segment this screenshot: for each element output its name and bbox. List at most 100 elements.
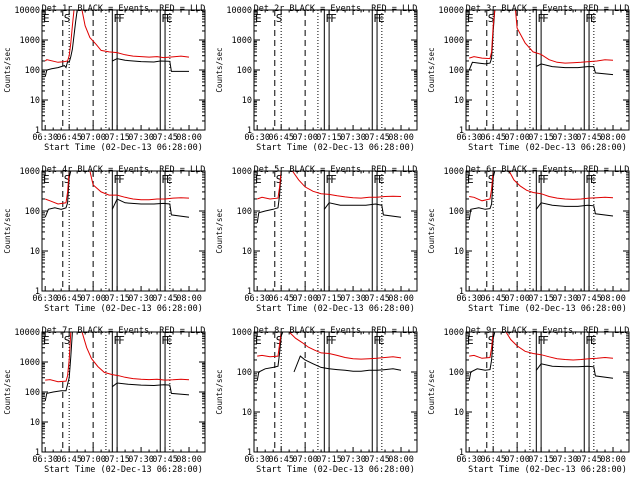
x-tick-label: 08:00 bbox=[600, 133, 626, 143]
series-line-lld bbox=[89, 171, 190, 201]
chart-title: Det 5r BLACK = Events, RED = LLD bbox=[254, 165, 418, 175]
y-tick-label: 100 bbox=[237, 66, 252, 76]
x-tick-label: 07:00 bbox=[504, 294, 530, 304]
series-line-events bbox=[468, 171, 496, 220]
x-tick-label: 07:00 bbox=[292, 294, 318, 304]
series-line-lld bbox=[291, 171, 402, 199]
x-tick-label: 08:00 bbox=[388, 455, 414, 465]
series-line-events bbox=[535, 202, 614, 217]
y-tick-label: 10000 bbox=[226, 6, 252, 16]
series-line-events bbox=[111, 382, 190, 396]
x-tick-label: 07:30 bbox=[340, 455, 366, 465]
chart-panel-6: Det 6r BLACK = Events, RED = LLDESFFFE11… bbox=[427, 165, 630, 314]
y-tick-label: 1000 bbox=[20, 167, 40, 177]
x-tick-label: 07:15 bbox=[316, 455, 342, 465]
x-tick-label: 06:30 bbox=[244, 133, 270, 143]
y-tick-label: 10 bbox=[30, 96, 40, 106]
chart-panel-2: Det 2r BLACK = Events, RED = LLDESFFFE11… bbox=[215, 4, 418, 153]
plot-frame bbox=[41, 9, 206, 131]
marker-label: F bbox=[330, 12, 337, 25]
marker-label: E bbox=[467, 12, 474, 25]
y-axis-label: Counts/sec bbox=[427, 47, 436, 92]
x-axis-label: Start Time (02-Dec-13 06:28:00) bbox=[256, 304, 415, 314]
y-tick-label: 1000 bbox=[20, 358, 40, 368]
marker-label: F bbox=[330, 173, 337, 186]
marker-label: E bbox=[255, 12, 262, 25]
x-tick-label: 07:45 bbox=[576, 455, 602, 465]
marker-label: F bbox=[118, 173, 125, 186]
plot-frame bbox=[253, 331, 418, 453]
y-tick-label: 10000 bbox=[438, 6, 464, 16]
x-tick-label: 07:45 bbox=[576, 294, 602, 304]
y-tick-label: 1000 bbox=[444, 167, 464, 177]
y-tick-label: 10 bbox=[454, 247, 464, 257]
x-axis-label: Start Time (02-Dec-13 06:28:00) bbox=[44, 465, 203, 475]
y-tick-label: 1 bbox=[459, 287, 464, 297]
chart-title: Det 6r BLACK = Events, RED = LLD bbox=[466, 165, 630, 175]
series-line-events bbox=[535, 363, 614, 379]
x-tick-label: 07:15 bbox=[316, 133, 342, 143]
y-tick-label: 1000 bbox=[232, 167, 252, 177]
series-line-lld bbox=[288, 332, 402, 360]
x-tick-label: 07:30 bbox=[340, 294, 366, 304]
series-line-events bbox=[256, 171, 282, 224]
y-axis-label: Counts/sec bbox=[215, 47, 224, 92]
y-axis-label: Counts/sec bbox=[215, 369, 224, 414]
plot-frame bbox=[465, 331, 630, 453]
y-tick-label: 100 bbox=[237, 368, 252, 378]
chart-title: Det 8r BLACK = Events, RED = LLD bbox=[254, 326, 418, 336]
series-line-lld bbox=[515, 10, 614, 64]
series-line-events bbox=[256, 332, 284, 381]
x-tick-label: 06:45 bbox=[56, 455, 82, 465]
x-tick-label: 06:45 bbox=[56, 294, 82, 304]
x-tick-label: 06:45 bbox=[56, 133, 82, 143]
x-tick-label: 07:00 bbox=[292, 133, 318, 143]
marker-label: F bbox=[542, 334, 549, 347]
x-tick-label: 08:00 bbox=[600, 455, 626, 465]
marker-label: E bbox=[43, 334, 50, 347]
plot-frame bbox=[253, 170, 418, 292]
x-tick-label: 06:30 bbox=[32, 455, 58, 465]
chart-panel-1: Det 1r BLACK = Events, RED = LLDESFFFE11… bbox=[3, 4, 206, 153]
y-tick-label: 1000 bbox=[232, 328, 252, 338]
x-tick-label: 06:30 bbox=[32, 294, 58, 304]
y-tick-label: 100 bbox=[449, 368, 464, 378]
x-tick-label: 07:45 bbox=[152, 455, 178, 465]
x-tick-label: 06:30 bbox=[456, 455, 482, 465]
y-tick-label: 100 bbox=[25, 66, 40, 76]
y-tick-label: 1000 bbox=[444, 328, 464, 338]
marker-label: S bbox=[276, 12, 283, 25]
x-tick-label: 06:45 bbox=[268, 133, 294, 143]
x-tick-label: 07:00 bbox=[504, 133, 530, 143]
y-tick-label: 100 bbox=[25, 388, 40, 398]
series-line-events bbox=[468, 332, 496, 381]
plot-frame bbox=[253, 9, 418, 131]
y-tick-label: 10 bbox=[242, 408, 252, 418]
marker-label: S bbox=[276, 334, 283, 347]
marker-label: E bbox=[378, 12, 385, 25]
chart-title: Det 3r BLACK = Events, RED = LLD bbox=[466, 4, 630, 14]
y-tick-label: 1000 bbox=[20, 36, 40, 46]
series-line-events bbox=[44, 171, 72, 218]
marker-label: S bbox=[276, 173, 283, 186]
x-tick-label: 08:00 bbox=[176, 294, 202, 304]
x-tick-label: 07:45 bbox=[364, 455, 390, 465]
x-tick-label: 06:30 bbox=[244, 294, 270, 304]
x-tick-label: 06:45 bbox=[480, 455, 506, 465]
y-tick-label: 10 bbox=[454, 96, 464, 106]
x-tick-label: 07:15 bbox=[528, 133, 554, 143]
y-tick-label: 1 bbox=[35, 126, 40, 136]
y-tick-label: 10 bbox=[242, 247, 252, 257]
y-tick-label: 100 bbox=[25, 207, 40, 217]
x-tick-label: 06:30 bbox=[244, 455, 270, 465]
y-tick-label: 1 bbox=[35, 287, 40, 297]
y-tick-label: 1 bbox=[247, 448, 252, 458]
y-tick-label: 10 bbox=[30, 247, 40, 257]
series-line-lld bbox=[505, 332, 614, 361]
y-tick-label: 10 bbox=[454, 408, 464, 418]
marker-label: S bbox=[488, 334, 495, 347]
chart-panel-8: Det 8r BLACK = Events, RED = LLDESFFFE11… bbox=[215, 326, 418, 475]
y-axis-label: Counts/sec bbox=[427, 208, 436, 253]
series-line-events bbox=[323, 202, 402, 218]
